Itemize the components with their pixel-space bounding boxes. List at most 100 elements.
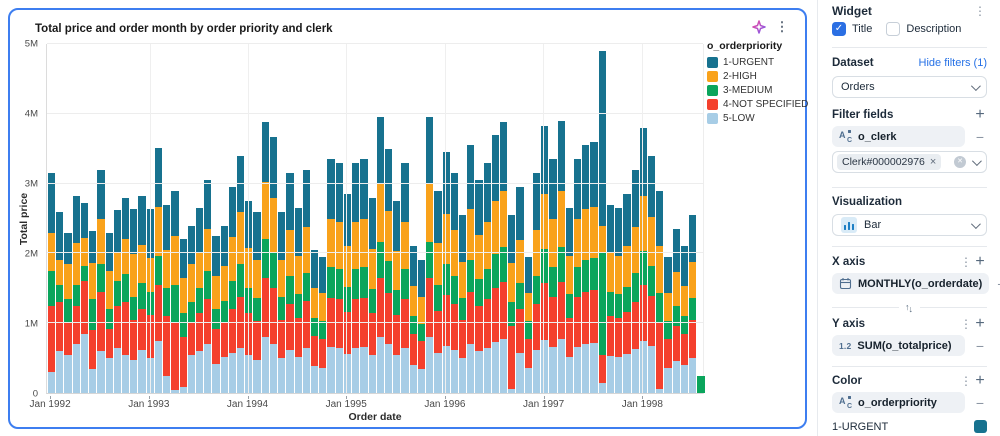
bar-segment[interactable] bbox=[598, 354, 606, 383]
bar-segment[interactable] bbox=[253, 211, 261, 261]
bar-segment[interactable] bbox=[97, 291, 105, 352]
bar-segment[interactable] bbox=[401, 222, 409, 270]
bar-segment[interactable] bbox=[458, 261, 467, 299]
bar-column[interactable] bbox=[80, 44, 89, 393]
bar-segment[interactable] bbox=[426, 241, 434, 278]
bar-segment[interactable] bbox=[261, 239, 269, 278]
bar-segment[interactable] bbox=[458, 298, 467, 321]
bar-segment[interactable] bbox=[154, 284, 163, 341]
filter-value-combobox[interactable]: Clerk#000002976 × ✕ bbox=[832, 151, 987, 173]
bar-segment[interactable] bbox=[64, 354, 72, 393]
bar-segment[interactable] bbox=[524, 293, 532, 322]
title-checkbox[interactable]: ✓ bbox=[832, 22, 846, 36]
bar-segment[interactable] bbox=[541, 125, 549, 195]
bar-segment[interactable] bbox=[187, 354, 195, 393]
bar-segment[interactable] bbox=[138, 309, 146, 350]
bar-segment[interactable] bbox=[80, 281, 89, 334]
bar-segment[interactable] bbox=[80, 238, 89, 266]
bar-segment[interactable] bbox=[56, 211, 64, 261]
bar-segment[interactable] bbox=[64, 263, 72, 299]
bar-segment[interactable] bbox=[557, 120, 565, 191]
bar-segment[interactable] bbox=[335, 269, 343, 300]
bar-segment[interactable] bbox=[72, 344, 80, 393]
bar-segment[interactable] bbox=[154, 148, 163, 208]
bar-segment[interactable] bbox=[656, 190, 664, 246]
bar-column[interactable] bbox=[195, 44, 204, 393]
bar-segment[interactable] bbox=[113, 281, 121, 306]
bar-column[interactable] bbox=[72, 44, 80, 393]
bar-segment[interactable] bbox=[417, 260, 426, 297]
bar-column[interactable] bbox=[409, 44, 417, 393]
bar-segment[interactable] bbox=[195, 288, 204, 313]
bar-segment[interactable] bbox=[179, 337, 187, 388]
bar-column[interactable] bbox=[89, 44, 97, 393]
bar-column[interactable] bbox=[138, 44, 146, 393]
bar-segment[interactable] bbox=[187, 323, 195, 355]
bar-segment[interactable] bbox=[228, 281, 237, 310]
add-x-axis-button[interactable]: + bbox=[975, 253, 985, 270]
bar-segment[interactable] bbox=[409, 365, 417, 393]
bar-segment[interactable] bbox=[417, 368, 426, 393]
bar-segment[interactable] bbox=[442, 294, 450, 346]
bar-segment[interactable] bbox=[689, 320, 697, 359]
bar-segment[interactable] bbox=[237, 263, 245, 298]
bar-segment[interactable] bbox=[130, 208, 138, 255]
bar-segment[interactable] bbox=[467, 208, 475, 260]
bar-segment[interactable] bbox=[664, 338, 672, 368]
swap-axes-icon[interactable]: ↑↓ bbox=[905, 302, 913, 314]
bar-segment[interactable] bbox=[549, 159, 557, 220]
bar-column[interactable] bbox=[187, 44, 195, 393]
bar-column[interactable] bbox=[565, 44, 573, 393]
bar-segment[interactable] bbox=[154, 256, 163, 285]
add-y-axis-button[interactable]: + bbox=[975, 315, 985, 332]
bar-segment[interactable] bbox=[121, 274, 130, 303]
bar-segment[interactable] bbox=[64, 232, 72, 264]
bar-segment[interactable] bbox=[549, 297, 557, 347]
bar-segment[interactable] bbox=[647, 155, 656, 218]
bar-segment[interactable] bbox=[335, 222, 343, 270]
bar-segment[interactable] bbox=[163, 375, 171, 393]
bar-segment[interactable] bbox=[294, 356, 302, 393]
bar-segment[interactable] bbox=[187, 225, 195, 264]
bar-segment[interactable] bbox=[360, 159, 368, 219]
bar-segment[interactable] bbox=[64, 298, 72, 324]
bar-segment[interactable] bbox=[278, 260, 286, 298]
bar-column[interactable] bbox=[376, 44, 384, 393]
bar-column[interactable] bbox=[541, 44, 549, 393]
bar-segment[interactable] bbox=[286, 303, 294, 350]
bar-segment[interactable] bbox=[491, 342, 500, 393]
bar-segment[interactable] bbox=[524, 256, 532, 294]
bar-segment[interactable] bbox=[647, 217, 656, 266]
bar-segment[interactable] bbox=[393, 201, 401, 251]
bar-segment[interactable] bbox=[376, 241, 384, 278]
bar-segment[interactable] bbox=[401, 347, 409, 393]
bar-segment[interactable] bbox=[368, 197, 376, 249]
bar-segment[interactable] bbox=[319, 321, 327, 339]
bar-column[interactable] bbox=[286, 44, 294, 393]
bar-segment[interactable] bbox=[434, 310, 442, 354]
bar-segment[interactable] bbox=[656, 322, 664, 389]
bar-column[interactable] bbox=[516, 44, 524, 393]
bar-segment[interactable] bbox=[237, 155, 245, 212]
bar-segment[interactable] bbox=[450, 349, 458, 393]
bar-segment[interactable] bbox=[631, 301, 639, 350]
description-checkbox-label[interactable]: Description bbox=[906, 23, 962, 35]
bar-segment[interactable] bbox=[319, 367, 327, 393]
bar-segment[interactable] bbox=[212, 309, 220, 329]
bar-segment[interactable] bbox=[97, 351, 105, 393]
bar-segment[interactable] bbox=[467, 259, 475, 292]
bar-segment[interactable] bbox=[532, 275, 541, 304]
bar-segment[interactable] bbox=[121, 354, 130, 393]
bar-segment[interactable] bbox=[417, 296, 426, 324]
bar-segment[interactable] bbox=[450, 173, 458, 231]
add-filter-button[interactable]: + bbox=[975, 106, 985, 123]
bar-segment[interactable] bbox=[623, 245, 631, 287]
bar-segment[interactable] bbox=[689, 261, 697, 299]
clear-all-icon[interactable]: ✕ bbox=[954, 156, 966, 168]
bar-segment[interactable] bbox=[294, 293, 302, 318]
bar-segment[interactable] bbox=[48, 372, 56, 393]
bar-segment[interactable] bbox=[606, 204, 615, 253]
bar-segment[interactable] bbox=[524, 321, 532, 339]
bar-segment[interactable] bbox=[631, 226, 639, 273]
bar-segment[interactable] bbox=[508, 215, 516, 264]
